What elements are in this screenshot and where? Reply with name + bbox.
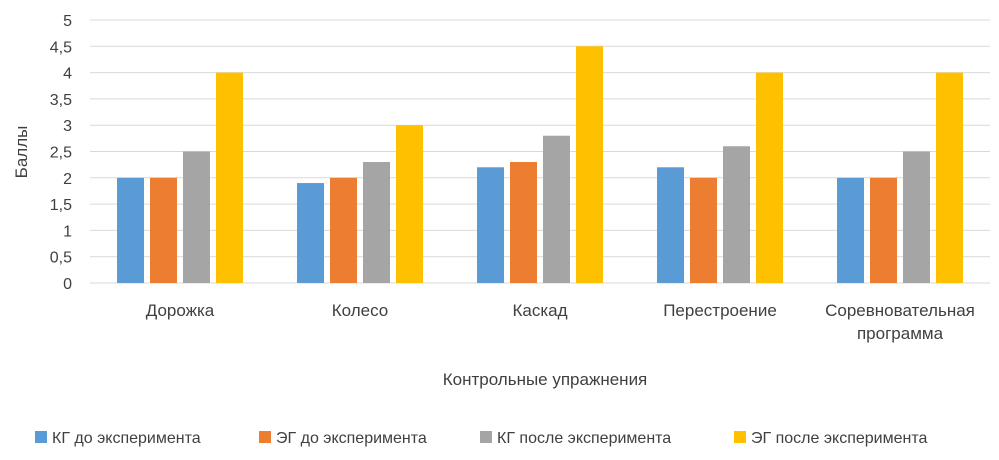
y-tick-label: 3	[63, 118, 72, 135]
bar	[690, 177, 717, 283]
y-tick-label: 4	[63, 66, 72, 83]
legend-label: ЭГ до эксперимента	[276, 430, 427, 447]
x-tick-label: Соревновательная программа	[825, 301, 975, 343]
y-tick-label: 2	[63, 171, 72, 188]
bar	[870, 177, 897, 283]
y-tick-label: 1,5	[50, 197, 72, 214]
legend: КГ до эксперимента ЭГ до эксперимента КГ п…	[35, 430, 927, 447]
y-tick-label: 4,5	[50, 39, 72, 56]
bar	[330, 177, 357, 283]
legend-swatch	[480, 431, 492, 443]
y-tick-label: 5	[63, 13, 72, 30]
y-tick-label: 3,5	[50, 92, 72, 109]
bar	[576, 46, 603, 283]
bar	[723, 146, 750, 283]
legend-swatch	[259, 431, 271, 443]
bar	[396, 125, 423, 283]
bar	[657, 167, 684, 283]
bar	[903, 151, 930, 283]
y-tick-label: 0	[63, 276, 72, 293]
bar	[363, 162, 390, 283]
legend-swatch	[35, 431, 47, 443]
bars	[117, 46, 963, 283]
x-axis-ticks: Дорожка Колесо Каскад Перестроение Соревнова…	[146, 301, 975, 343]
bar	[477, 167, 504, 283]
legend-label: ЭГ после эксперимента	[751, 430, 927, 447]
y-axis-ticks: 0 0,5 1 1,5 2 2,5 3 3,5 4 4,5 5	[50, 13, 72, 293]
bar	[510, 162, 537, 283]
legend-swatch	[734, 431, 746, 443]
bar	[756, 72, 783, 283]
x-tick-label: Каскад	[512, 301, 567, 320]
legend-label: КГ после эксперимента	[497, 430, 671, 447]
x-tick-label: Дорожка	[146, 301, 215, 320]
bar	[183, 151, 210, 283]
y-tick-label: 2,5	[50, 145, 72, 162]
bar	[216, 72, 243, 283]
x-tick-label: Колесо	[332, 301, 389, 320]
bar	[117, 177, 144, 283]
bar	[837, 177, 864, 283]
bar	[936, 72, 963, 283]
y-tick-label: 0,5	[50, 250, 72, 267]
x-tick-label: Перестроение	[663, 301, 777, 320]
y-tick-label: 1	[63, 223, 72, 240]
bar	[543, 135, 570, 283]
x-axis-label: Контрольные упражнения	[443, 370, 648, 389]
bar	[150, 177, 177, 283]
y-axis-label: Баллы	[12, 126, 31, 179]
legend-label: КГ до эксперимента	[52, 430, 201, 447]
bar	[297, 183, 324, 283]
